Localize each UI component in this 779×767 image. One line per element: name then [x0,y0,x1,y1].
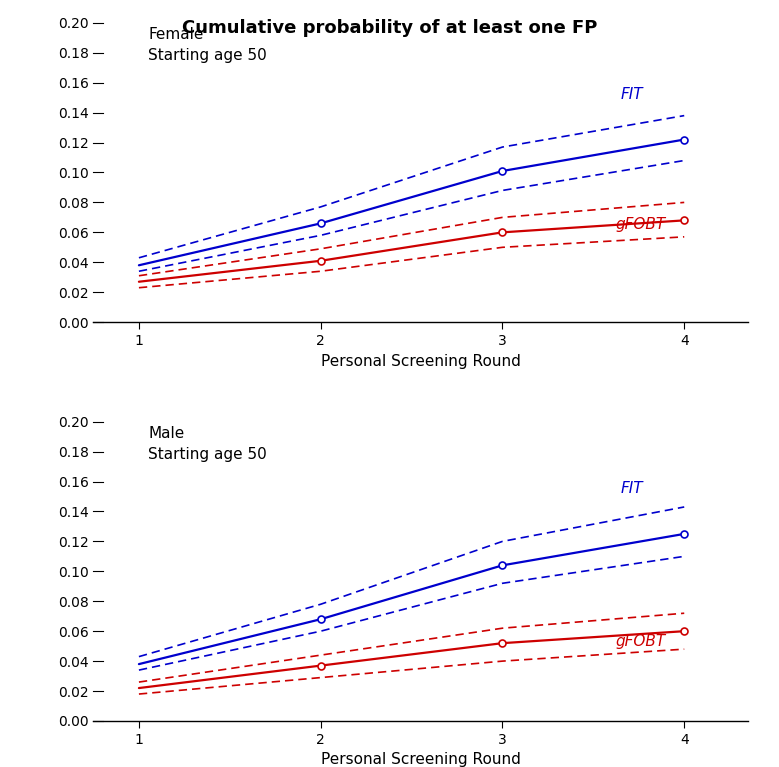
Text: Starting age 50: Starting age 50 [148,48,266,63]
Text: FIT: FIT [621,87,643,102]
Text: Cumulative probability of at least one FP: Cumulative probability of at least one F… [182,19,597,37]
X-axis label: Personal Screening Round: Personal Screening Round [321,354,520,368]
Text: Female: Female [148,28,203,42]
X-axis label: Personal Screening Round: Personal Screening Round [321,752,520,767]
Text: Male: Male [148,426,185,441]
Text: Starting age 50: Starting age 50 [148,447,266,462]
Text: gFOBT: gFOBT [615,634,665,649]
Text: FIT: FIT [621,482,643,496]
Text: gFOBT: gFOBT [615,217,665,232]
